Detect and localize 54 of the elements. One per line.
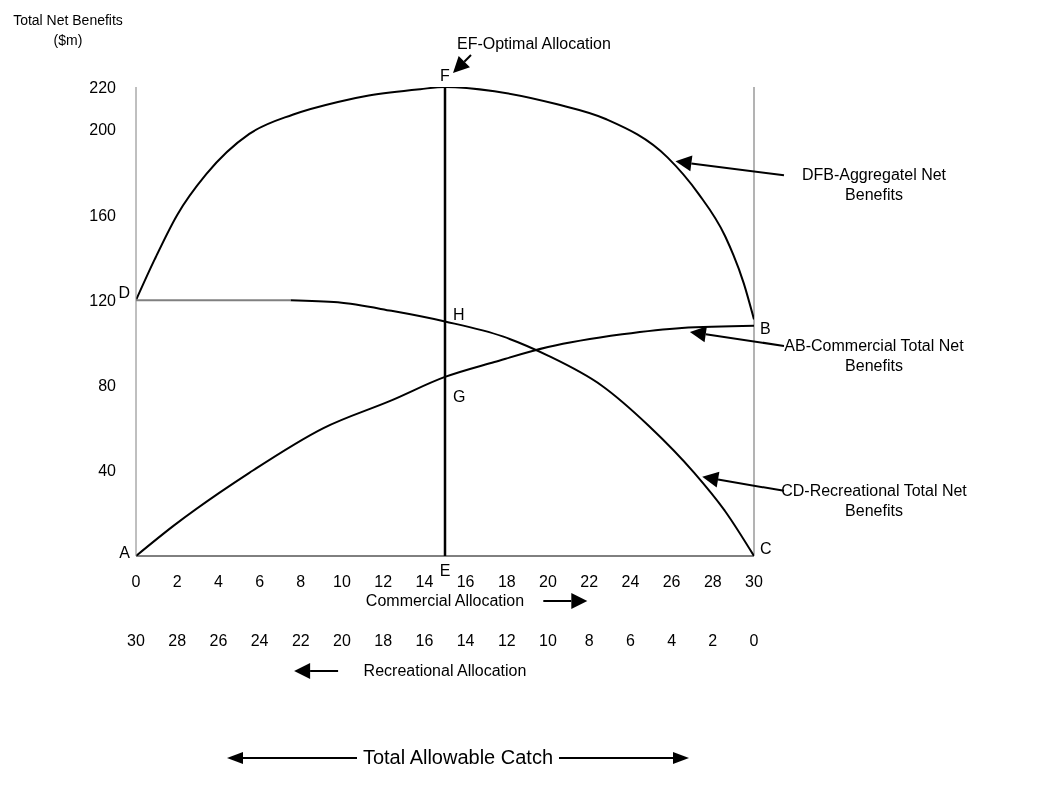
annotation: A [119, 544, 131, 561]
ref-line-label: EF-Optimal Allocation [457, 35, 611, 52]
y-tick-label: 200 [89, 121, 117, 139]
y-tick-label: 160 [89, 206, 117, 224]
x-tick-label: 26 [662, 573, 681, 591]
x2-tick-label: 6 [625, 632, 635, 649]
x2-tick-label: 8 [584, 632, 594, 649]
x2-tick-label: 0 [749, 632, 759, 649]
x-tick-label: 0 [131, 573, 141, 591]
x-tick-label: 14 [415, 573, 434, 591]
x-tick-label: 30 [745, 573, 763, 591]
x2-tick-label: 4 [667, 632, 677, 649]
x2-tick-label: 28 [168, 632, 187, 649]
annotation: B [760, 319, 771, 337]
y-axis-title: Total Net Benefits ($m) [12, 11, 124, 50]
annotation: F [440, 67, 451, 84]
x-tick-label: 4 [213, 573, 223, 591]
text: DFB-Aggregatel Net Benefits [801, 166, 947, 204]
x-axis-title: Commercial Allocation [365, 592, 525, 609]
annotation: E [439, 562, 451, 579]
x-tick-label: 8 [296, 573, 306, 591]
x2-tick-label: 18 [374, 632, 393, 649]
x2-tick-label: 20 [333, 632, 351, 649]
x2-tick-label: 14 [456, 632, 475, 649]
text: Total Allowable Catch [362, 746, 554, 769]
y-tick-label: 80 [98, 377, 117, 395]
x-tick-label: 10 [333, 573, 351, 591]
x2-tick-label: 22 [291, 632, 310, 649]
y-tick-label: 120 [89, 291, 117, 309]
x-tick-label: 12 [374, 573, 393, 591]
x-tick-label: 20 [539, 573, 557, 591]
annotation: C [760, 540, 772, 557]
annotation: D [118, 284, 130, 302]
legend-label: CD-Recreational Total Net Benefits [781, 481, 968, 519]
x-tick-label: 24 [621, 573, 640, 591]
annotation: H [453, 305, 465, 323]
x-tick-label: 2 [172, 573, 182, 591]
x-tick-label: 18 [497, 573, 516, 591]
y-tick-label: 220 [89, 78, 117, 96]
x2-tick-label: 2 [708, 632, 718, 649]
x2-tick-label: 12 [497, 632, 516, 649]
x-tick-label: 16 [456, 573, 475, 591]
y-tick-label: 40 [98, 462, 117, 480]
x-tick-label: 22 [580, 573, 599, 591]
x2-tick-label: 30 [127, 632, 145, 649]
legend-label: AB-Commercial Total Net Benefits [784, 336, 965, 374]
x-tick-label: 6 [255, 573, 265, 591]
x2-tick-label: 26 [209, 632, 228, 649]
x2-tick-label: 16 [415, 632, 434, 649]
x2-tick-label: 10 [539, 632, 557, 649]
x2-axis-title: Recreational Allocation [363, 662, 527, 679]
annotation: G [453, 387, 466, 405]
x2-tick-label: 24 [250, 632, 269, 649]
x-tick-label: 28 [703, 573, 722, 591]
